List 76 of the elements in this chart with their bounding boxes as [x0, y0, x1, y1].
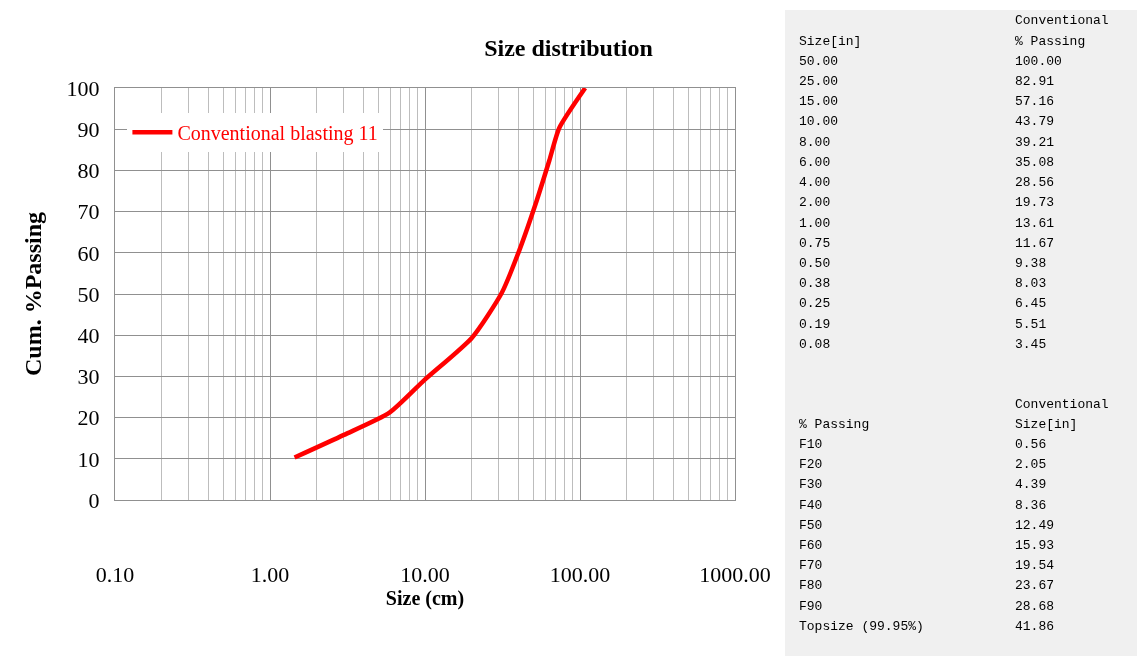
y-tick-label: 40 [77, 322, 100, 348]
text: F30 [799, 477, 823, 492]
text: 10.00 [799, 114, 839, 129]
legend-label: Conventional blasting 11 [177, 122, 378, 146]
text: 0.25 [799, 296, 831, 311]
text: 28.56 [1015, 175, 1055, 190]
text: 39.21 [1015, 135, 1055, 150]
x-axis-title: Size (cm) [385, 587, 465, 611]
text: 0.19 [799, 317, 831, 332]
text: Topsize (99.95%) [799, 619, 924, 634]
y-tick-label: 60 [77, 240, 100, 266]
text: F70 [799, 558, 823, 573]
text: % Passing [799, 417, 870, 432]
text: 4.39 [1015, 477, 1047, 492]
text: F10 [799, 437, 823, 452]
text: F80 [799, 578, 823, 593]
y-tick-label: 80 [77, 158, 100, 184]
y-tick-label: 10 [77, 446, 100, 472]
text: 8.36 [1015, 498, 1047, 513]
text: 28.68 [1015, 599, 1055, 614]
y-axis-title: Cum. %Passing [19, 211, 46, 377]
text: 43.79 [1015, 114, 1055, 129]
x-tick-label: 0.10 [95, 562, 135, 588]
text: 15.93 [1015, 538, 1055, 553]
y-tick-label: 30 [77, 364, 100, 390]
text: 9.38 [1015, 256, 1047, 271]
text: 2.00 [799, 195, 831, 210]
x-tick-label: 100.00 [549, 562, 611, 588]
text: 3.45 [1015, 337, 1047, 352]
y-tick-label: 70 [77, 199, 100, 225]
text: 19.54 [1015, 558, 1055, 573]
text: 15.00 [799, 94, 839, 109]
text: 2.05 [1015, 457, 1047, 472]
text: 57.16 [1015, 94, 1055, 109]
text: 11.67 [1015, 236, 1055, 251]
text: 0.50 [799, 256, 831, 271]
text: 1.00 [799, 216, 831, 231]
text: 5.51 [1015, 317, 1047, 332]
y-tick-label: 90 [77, 116, 100, 142]
text: F90 [799, 599, 823, 614]
text: 50.00 [799, 54, 839, 69]
text: 6.00 [799, 155, 831, 170]
text: F20 [799, 457, 823, 472]
text: 19.73 [1015, 195, 1055, 210]
text: Conventional [1015, 13, 1109, 28]
x-tick-label: 1000.00 [699, 562, 771, 588]
text: Size[in] [1015, 417, 1078, 432]
text: 35.08 [1015, 155, 1055, 170]
chart-title: Size distribution [484, 35, 653, 62]
text: Conventional [1015, 397, 1109, 412]
y-tick-label: 0 [88, 487, 100, 513]
text: 6.45 [1015, 296, 1047, 311]
text: % Passing [1015, 34, 1086, 49]
text: 12.49 [1015, 518, 1055, 533]
y-tick-label: 20 [77, 405, 100, 431]
text: 41.86 [1015, 619, 1055, 634]
text: Size[in] [799, 34, 862, 49]
text: F60 [799, 538, 823, 553]
x-tick-label: 10.00 [400, 562, 450, 588]
text: 0.56 [1015, 437, 1047, 452]
text: 0.38 [799, 276, 831, 291]
text: 100.00 [1015, 54, 1062, 69]
text: 8.03 [1015, 276, 1047, 291]
text: 23.67 [1015, 578, 1055, 593]
text: F40 [799, 498, 823, 513]
text: 82.91 [1015, 74, 1055, 89]
text: 0.08 [799, 337, 831, 352]
text: 13.61 [1015, 216, 1055, 231]
text: F50 [799, 518, 823, 533]
x-tick-label: 1.00 [250, 562, 290, 588]
y-tick-label: 100 [66, 75, 100, 101]
text: 4.00 [799, 175, 831, 190]
text: 25.00 [799, 74, 839, 89]
text: 8.00 [799, 135, 831, 150]
y-tick-label: 50 [77, 281, 100, 307]
text: 0.75 [799, 236, 831, 251]
